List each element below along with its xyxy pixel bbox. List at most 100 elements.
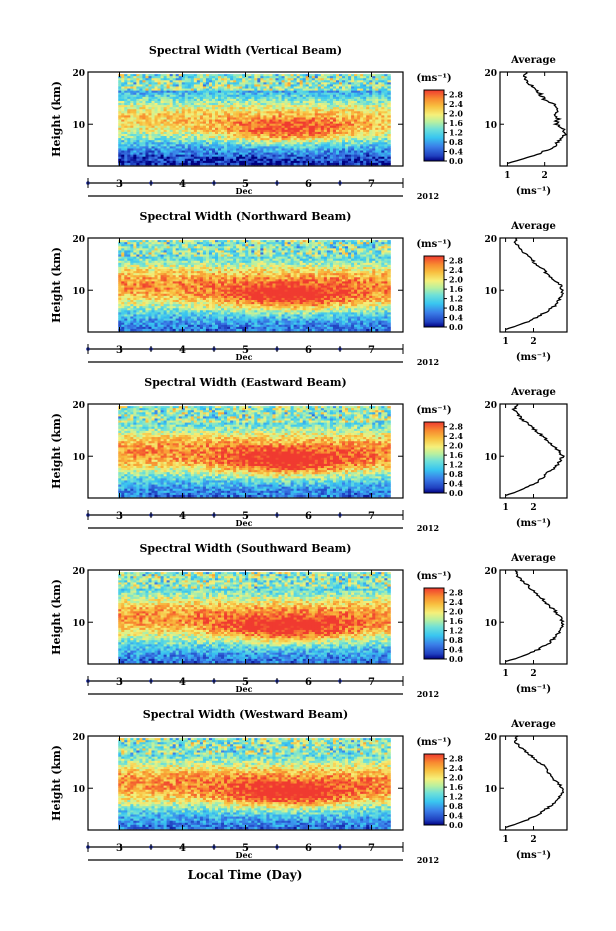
heatmap-cell <box>130 115 134 118</box>
heatmap-cell <box>181 100 186 104</box>
heatmap-cell <box>193 152 198 156</box>
heatmap-cell <box>166 160 171 164</box>
heatmap-cell <box>157 131 161 135</box>
heatmap-cell <box>266 129 270 133</box>
heatmap-cell <box>169 162 174 166</box>
heatmap-cell <box>193 78 198 81</box>
heatmap-cell <box>121 136 125 139</box>
heatmap-cell <box>187 162 192 166</box>
heatmap-cell <box>124 125 128 129</box>
heatmap-cell <box>360 146 364 149</box>
heatmap-cell <box>121 86 125 89</box>
heatmap-cell <box>127 113 131 116</box>
heatmap-cell <box>227 113 231 116</box>
heatmap-cell <box>154 119 158 122</box>
heatmap-cell <box>329 98 334 102</box>
heatmap-cell <box>175 127 180 131</box>
heatmap-cell <box>263 117 267 120</box>
heatmap-cell <box>166 74 171 77</box>
heatmap-cell <box>375 162 379 166</box>
heatmap-cell <box>354 92 358 96</box>
heatmap-cell <box>166 150 171 153</box>
heatmap-cell <box>236 86 240 89</box>
heatmap-cell <box>251 133 255 137</box>
heatmap-cell <box>242 86 246 89</box>
heatmap-cell <box>278 86 282 89</box>
heatmap-cell <box>305 117 310 120</box>
heatmap-cell <box>332 131 337 135</box>
heatmap-cell <box>335 133 340 137</box>
heatmap-cell <box>218 158 222 162</box>
heatmap-cell <box>184 105 189 108</box>
heatmap-cell <box>175 92 180 96</box>
heatmap-cell <box>199 82 204 85</box>
heatmap-cell <box>281 121 285 125</box>
heatmap-cell <box>133 142 137 145</box>
heatmap-cell <box>224 115 228 118</box>
heatmap-cell <box>335 76 340 79</box>
heatmap-cell <box>163 107 168 110</box>
heatmap-cell <box>372 92 376 96</box>
heatmap-cell <box>151 92 155 96</box>
heatmap-cell <box>369 158 373 162</box>
heatmap-cell <box>326 125 331 129</box>
heatmap-cell <box>323 76 328 79</box>
heatmap-cell <box>299 78 304 81</box>
heatmap-cell <box>266 136 270 139</box>
heatmap-cell <box>118 138 122 141</box>
heatmap-cell <box>124 100 128 104</box>
heatmap-cell <box>145 103 149 106</box>
heatmap-cell <box>338 107 343 110</box>
heatmap-cell <box>323 84 328 87</box>
heatmap-cell <box>178 148 183 151</box>
heatmap-cell <box>236 90 240 94</box>
heatmap-cell <box>236 100 240 104</box>
heatmap-cell <box>254 100 258 104</box>
heatmap-cell <box>239 107 243 110</box>
heatmap-cell <box>345 160 349 164</box>
heatmap-cell <box>299 136 304 139</box>
heatmap-cell <box>199 92 204 96</box>
heatmap-cell <box>211 136 216 139</box>
heatmap-cell <box>133 90 137 94</box>
heatmap-cell <box>190 76 195 79</box>
heatmap-cell <box>163 117 168 120</box>
heatmap-cell <box>345 78 349 81</box>
heatmap-cell <box>311 111 316 114</box>
heatmap-cell <box>366 86 370 89</box>
heatmap-cell <box>211 133 216 137</box>
heatmap-cell <box>145 86 149 89</box>
heatmap-cell <box>254 76 258 79</box>
heatmap-cell <box>199 136 204 139</box>
heatmap-cell <box>130 84 134 87</box>
heatmap-cell <box>218 117 222 120</box>
heatmap-cell <box>257 88 261 92</box>
heatmap-cell <box>163 142 168 145</box>
heatmap-cell <box>323 127 328 131</box>
heatmap-cell <box>308 103 313 106</box>
heatmap-cell <box>224 109 228 112</box>
heatmap-cell <box>245 129 249 133</box>
heatmap-cell <box>326 123 331 127</box>
heatmap-cell <box>139 76 143 79</box>
heatmap-cell <box>190 88 195 92</box>
heatmap-cell <box>218 127 222 131</box>
heatmap-cell <box>151 78 155 81</box>
heatmap-cell <box>269 76 273 79</box>
heatmap-cell <box>151 105 155 108</box>
heatmap-cell <box>208 129 213 133</box>
heatmap-cell <box>142 123 146 127</box>
profile-x-tick-label: 1 <box>504 171 510 181</box>
heatmap-cell <box>136 107 140 110</box>
heatmap-cell <box>372 105 376 108</box>
heatmap-cell <box>372 152 376 156</box>
heatmap-cell <box>332 158 337 162</box>
heatmap-cell <box>121 127 125 131</box>
heatmap-cell <box>378 105 382 108</box>
heatmap-cell <box>357 125 361 129</box>
heatmap-cell <box>351 133 355 137</box>
heatmap-cell <box>305 123 310 127</box>
heatmap-cell <box>284 100 288 104</box>
heatmap-cell <box>175 109 180 112</box>
heatmap-cell <box>296 98 301 102</box>
